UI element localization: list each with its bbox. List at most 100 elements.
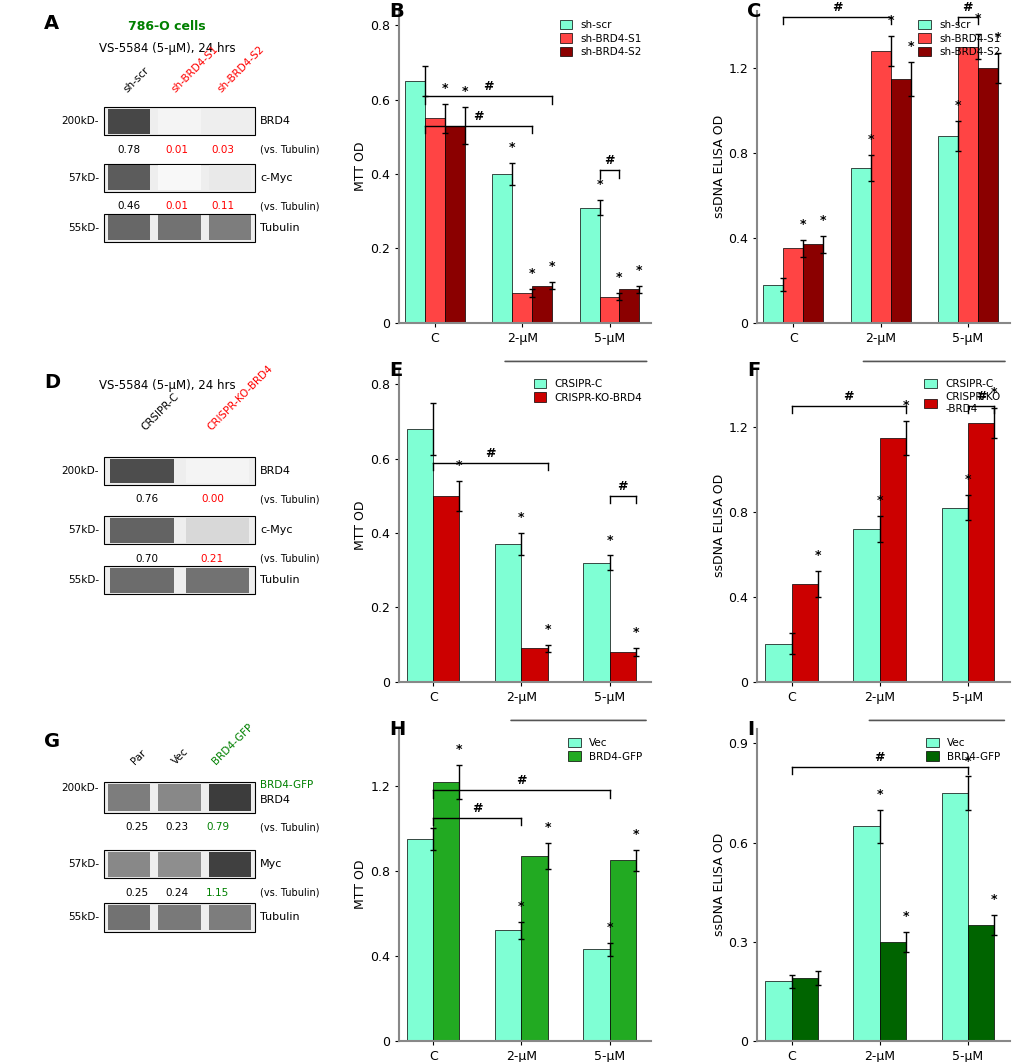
Text: 0.25: 0.25 [125, 822, 148, 833]
Bar [599, 296, 619, 323]
Text: Par: Par [129, 748, 148, 766]
Text: #: # [472, 802, 482, 815]
Bar [158, 905, 201, 930]
Text: Myc: Myc [260, 859, 282, 870]
Bar [521, 856, 547, 1041]
Text: *: * [954, 99, 960, 113]
Bar [158, 784, 201, 811]
Text: 0.70: 0.70 [136, 553, 158, 564]
Legend: Vec, BRD4-GFP: Vec, BRD4-GFP [921, 734, 1004, 766]
Legend: sh-scr, sh-BRD4-S1, sh-BRD4-S2: sh-scr, sh-BRD4-S1, sh-BRD4-S2 [913, 16, 1004, 62]
Text: #: # [975, 390, 985, 402]
Bar [936, 136, 957, 323]
Text: *: * [994, 31, 1000, 45]
Text: c-Myc: c-Myc [260, 526, 292, 535]
Bar [764, 981, 791, 1041]
Text: 200kD-: 200kD- [61, 466, 99, 476]
Bar [853, 826, 878, 1041]
Text: (vs. Tubulin): (vs. Tubulin) [260, 822, 320, 833]
Bar [110, 518, 173, 543]
Text: CRSIPR-C: CRSIPR-C [140, 391, 180, 432]
Text: sh-BRD4-S2: sh-BRD4-S2 [215, 45, 266, 95]
Text: *: * [989, 893, 997, 906]
Text: #: # [843, 390, 853, 402]
Bar [433, 496, 459, 682]
Text: *: * [799, 218, 806, 232]
Bar [104, 782, 255, 812]
Text: *: * [632, 827, 638, 841]
Y-axis label: ssDNA ELISA OD: ssDNA ELISA OD [712, 474, 725, 578]
Bar [185, 459, 249, 483]
Text: *: * [636, 263, 642, 277]
Bar [104, 457, 255, 485]
Bar [108, 216, 150, 240]
Text: *: * [596, 178, 602, 191]
Text: 786-O cells: 786-O cells [128, 20, 206, 33]
Text: *: * [548, 260, 555, 273]
Text: 0.21: 0.21 [201, 553, 224, 564]
Bar [957, 47, 977, 323]
Bar [619, 289, 639, 323]
Bar [407, 839, 433, 1041]
Text: *: * [964, 755, 970, 768]
Bar [407, 429, 433, 682]
Text: BRD4: BRD4 [260, 795, 291, 805]
Bar [494, 930, 521, 1041]
Bar [158, 852, 201, 877]
Text: VS-5584, 48 hrs: VS-5584, 48 hrs [886, 748, 986, 760]
Text: 0.46: 0.46 [117, 201, 141, 211]
Bar [104, 904, 255, 931]
Bar [967, 925, 994, 1041]
Text: #: # [962, 1, 972, 14]
Text: Vec: Vec [170, 746, 190, 766]
Bar [108, 852, 150, 877]
Text: BRD4-GFP: BRD4-GFP [210, 721, 255, 766]
Bar [158, 216, 201, 240]
Bar [104, 107, 255, 136]
Text: 200kD-: 200kD- [61, 783, 99, 793]
Text: *: * [605, 533, 612, 547]
Text: 0.01: 0.01 [165, 144, 189, 155]
Text: *: * [605, 921, 612, 935]
Text: 1.15: 1.15 [206, 888, 229, 897]
Bar [209, 166, 251, 190]
Bar [941, 508, 967, 682]
Bar [850, 168, 870, 323]
Text: *: * [819, 213, 825, 227]
Text: Tubulin: Tubulin [260, 912, 300, 923]
Text: #: # [830, 1, 842, 14]
Bar [492, 174, 512, 323]
Text: Tubulin: Tubulin [260, 576, 300, 585]
Text: sh-scr: sh-scr [122, 66, 151, 95]
Text: 55kD-: 55kD- [67, 223, 99, 233]
Bar [494, 544, 521, 682]
Bar [158, 109, 201, 134]
Text: *: * [615, 271, 623, 285]
Text: G: G [44, 732, 60, 751]
Y-axis label: ssDNA ELISA OD: ssDNA ELISA OD [712, 833, 726, 937]
Text: 0.25: 0.25 [125, 888, 148, 897]
Text: *: * [441, 82, 448, 95]
Text: *: * [455, 459, 463, 473]
Text: F: F [747, 361, 760, 380]
Text: 0.03: 0.03 [211, 144, 233, 155]
Y-axis label: MTT OD: MTT OD [354, 501, 367, 550]
Text: 0.24: 0.24 [165, 888, 189, 897]
Bar [521, 648, 547, 682]
Text: 57kD-: 57kD- [67, 526, 99, 535]
Text: *: * [907, 39, 913, 53]
Text: *: * [518, 511, 524, 525]
Bar [583, 563, 609, 682]
Text: 0.23: 0.23 [165, 822, 189, 833]
Text: (vs. Tubulin): (vs. Tubulin) [260, 201, 320, 211]
Bar [532, 286, 551, 323]
Text: *: * [462, 85, 468, 99]
Bar [583, 949, 609, 1041]
Text: *: * [989, 386, 997, 399]
Text: D: D [44, 373, 60, 392]
Text: I: I [747, 720, 754, 739]
Bar [433, 782, 459, 1041]
Bar [110, 568, 173, 593]
Text: *: * [544, 821, 550, 835]
Text: 0.76: 0.76 [136, 495, 158, 504]
